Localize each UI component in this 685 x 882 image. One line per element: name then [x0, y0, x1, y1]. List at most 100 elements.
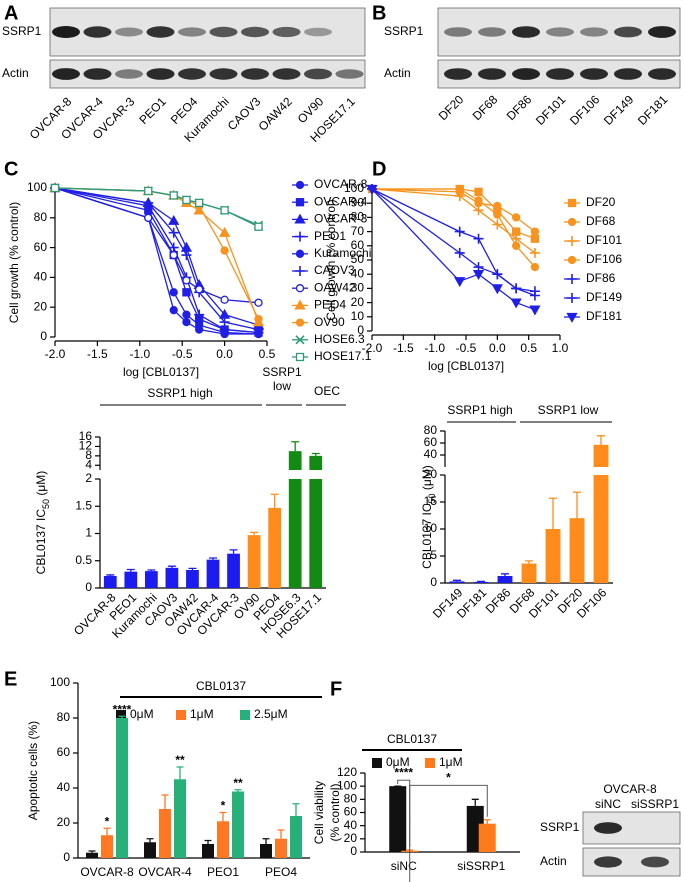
blot-band — [335, 69, 364, 79]
header: CBL0137 — [196, 679, 246, 693]
x-tick-label: 0.0 — [489, 341, 506, 355]
y-axis-label: Cell viability — [312, 781, 326, 844]
group-label: OEC — [314, 384, 340, 398]
x-tick-label: 0.0 — [216, 347, 233, 361]
data-point — [454, 277, 466, 288]
bar — [144, 842, 156, 858]
blot-band — [115, 27, 143, 37]
x-tick-label: 0.5 — [259, 347, 276, 361]
data-point — [182, 310, 191, 319]
bar — [232, 791, 244, 858]
x-tick-label: PEO1 — [207, 865, 239, 879]
data-point — [511, 213, 521, 222]
y-tick-label: 20 — [34, 299, 48, 313]
bar — [101, 835, 113, 858]
y-tick-label: 20 — [57, 815, 71, 829]
series-line — [371, 188, 536, 311]
panel-letter: C — [4, 158, 18, 180]
error-bar — [229, 549, 238, 554]
bar — [159, 809, 171, 858]
group-label: SSRP1 low — [538, 403, 599, 417]
blot-band — [272, 68, 301, 80]
bar — [521, 563, 537, 583]
y-tick-label: 100 — [344, 181, 364, 195]
blot-band — [115, 69, 143, 79]
data-point — [529, 290, 540, 301]
error-bar — [262, 838, 270, 844]
panel-letter: B — [372, 2, 386, 24]
legend-marker — [295, 318, 305, 327]
blot-band — [594, 856, 622, 868]
blot-band — [444, 68, 472, 80]
legend-swatch — [372, 758, 382, 768]
blot-band — [146, 68, 175, 80]
data-point — [169, 306, 178, 315]
y-tick-label: 40 — [344, 818, 358, 832]
y-axis-label: (% control) — [328, 783, 342, 841]
lane-label: siNC — [595, 797, 621, 811]
lane-label: DF68 — [470, 92, 501, 123]
group-label: SSRP1 — [262, 365, 302, 379]
y-tick-label: 20 — [344, 831, 358, 845]
x-tick-label: siNC — [391, 859, 417, 873]
blot-band — [546, 27, 574, 37]
y-tick-label: 5 — [430, 548, 437, 562]
data-point — [144, 213, 153, 222]
y-axis-label-part: (μM) — [420, 465, 434, 493]
bar — [497, 575, 513, 583]
bar — [275, 838, 287, 858]
data-point — [182, 288, 191, 297]
header: CBL0137 — [387, 732, 437, 746]
y-tick-label: 100 — [337, 778, 357, 792]
bar — [103, 576, 117, 588]
blot-band — [546, 68, 574, 80]
error-bar — [161, 794, 169, 809]
error-bar — [167, 565, 176, 568]
legend-marker — [567, 293, 577, 303]
y-tick-label: 100 — [50, 675, 70, 689]
bar — [144, 571, 158, 588]
data-point — [455, 187, 464, 196]
panel-letter: F — [330, 678, 342, 700]
bar — [116, 718, 128, 858]
y-tick-label: 40 — [34, 270, 48, 284]
y-tick-label: 60 — [34, 240, 48, 254]
error-bar — [209, 557, 217, 560]
legend-label: PEO1 — [314, 229, 346, 243]
bar — [165, 567, 179, 588]
blot-band — [178, 27, 206, 37]
x-tick-label: DF86 — [483, 585, 514, 616]
data-point — [510, 298, 522, 309]
bar — [288, 479, 302, 588]
legend-marker — [567, 198, 577, 208]
data-point — [182, 195, 191, 205]
data-point — [182, 317, 191, 327]
error-bar — [549, 497, 557, 529]
blot-band — [614, 26, 642, 38]
y-tick-label: 50 — [351, 252, 365, 266]
blot-band — [580, 68, 608, 80]
blot-band — [241, 26, 269, 38]
y-axis-label: Apoptotic cells (%) — [26, 721, 40, 820]
y-axis-label-part: CBL0137 IC — [34, 509, 48, 575]
error-bar — [453, 579, 461, 582]
legend-label: CAOV3 — [314, 263, 355, 277]
lane-label: PEO1 — [136, 94, 169, 127]
bar — [389, 786, 407, 852]
error-bar — [147, 569, 156, 572]
bar-upper — [309, 455, 323, 470]
bar — [217, 821, 229, 858]
series-line — [371, 188, 536, 297]
x-tick-label: -0.5 — [172, 347, 193, 361]
x-tick-label: -1.5 — [393, 341, 414, 355]
bar — [260, 844, 272, 858]
data-point — [194, 309, 205, 320]
data-point — [472, 270, 485, 281]
legend-label: OVCAR-8 — [314, 177, 368, 191]
bar — [290, 816, 302, 858]
data-point — [529, 305, 541, 316]
significance-label: * — [446, 771, 451, 785]
y-tick-label: 60 — [351, 238, 365, 252]
legend-marker — [295, 284, 305, 293]
legend-label: DF101 — [586, 233, 622, 247]
